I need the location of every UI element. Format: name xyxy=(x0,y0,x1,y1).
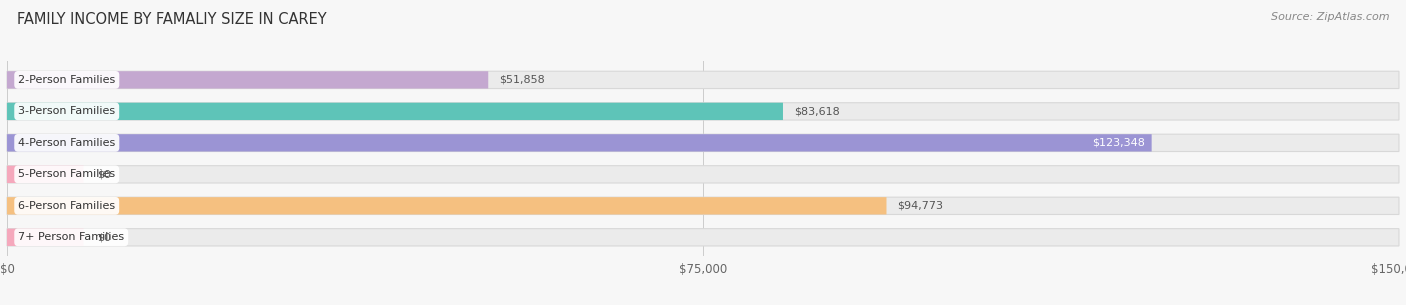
FancyBboxPatch shape xyxy=(7,103,783,120)
Text: 4-Person Families: 4-Person Families xyxy=(18,138,115,148)
FancyBboxPatch shape xyxy=(7,134,1399,152)
FancyBboxPatch shape xyxy=(7,103,1399,120)
FancyBboxPatch shape xyxy=(7,197,1399,214)
FancyBboxPatch shape xyxy=(7,71,1399,88)
FancyBboxPatch shape xyxy=(7,166,83,183)
Text: $94,773: $94,773 xyxy=(897,201,943,211)
Text: $0: $0 xyxy=(97,169,111,179)
Text: 7+ Person Families: 7+ Person Families xyxy=(18,232,124,242)
FancyBboxPatch shape xyxy=(7,166,1399,183)
FancyBboxPatch shape xyxy=(7,229,1399,246)
Text: 3-Person Families: 3-Person Families xyxy=(18,106,115,117)
FancyBboxPatch shape xyxy=(7,197,887,214)
Text: 6-Person Families: 6-Person Families xyxy=(18,201,115,211)
Text: Source: ZipAtlas.com: Source: ZipAtlas.com xyxy=(1271,12,1389,22)
Text: $0: $0 xyxy=(97,232,111,242)
FancyBboxPatch shape xyxy=(7,71,488,88)
Text: FAMILY INCOME BY FAMALIY SIZE IN CAREY: FAMILY INCOME BY FAMALIY SIZE IN CAREY xyxy=(17,12,326,27)
FancyBboxPatch shape xyxy=(7,134,1152,152)
Text: $83,618: $83,618 xyxy=(794,106,839,117)
Text: 2-Person Families: 2-Person Families xyxy=(18,75,115,85)
Text: $123,348: $123,348 xyxy=(1092,138,1144,148)
FancyBboxPatch shape xyxy=(7,229,83,246)
Text: 5-Person Families: 5-Person Families xyxy=(18,169,115,179)
Text: $51,858: $51,858 xyxy=(499,75,546,85)
